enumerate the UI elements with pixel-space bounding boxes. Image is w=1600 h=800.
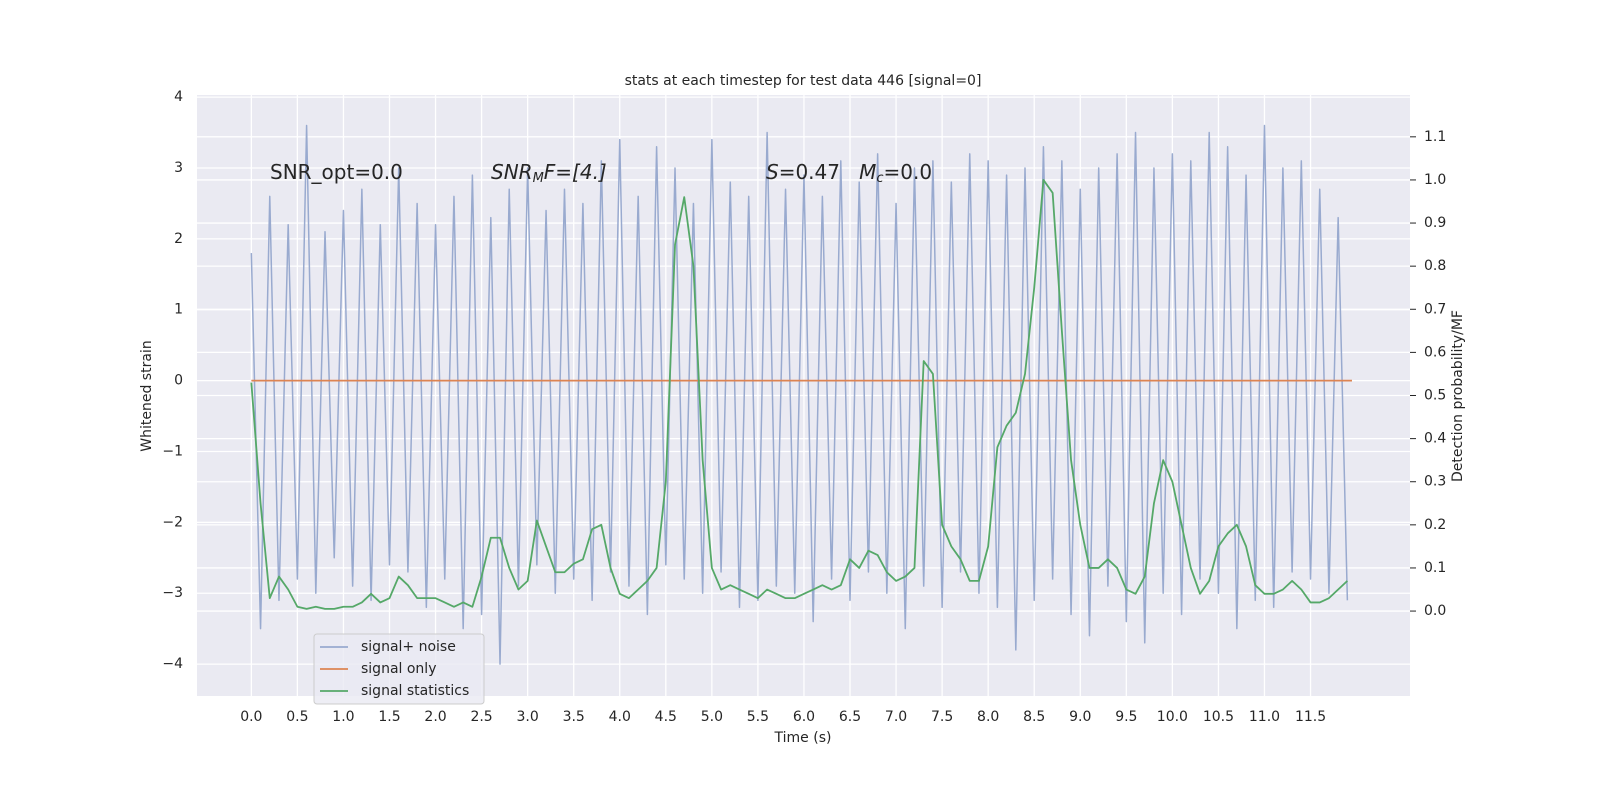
x-tick-label: 10.0	[1157, 709, 1188, 725]
y-axis-label: Whitened strain	[139, 340, 155, 451]
x-tick-label: 0.0	[240, 709, 262, 725]
y2-axis-label: Detection probability/MF	[1450, 310, 1466, 482]
x-tick-label: 3.5	[563, 709, 585, 725]
legend: signal+ noise signal only signal statistic…	[313, 633, 485, 705]
x-tick-label: 4.5	[655, 709, 677, 725]
annotation-text: SNR	[491, 160, 533, 184]
annotation-text: =0.0	[884, 160, 933, 184]
y-tick-label: −3	[162, 585, 183, 601]
y-tick-label: −2	[162, 514, 183, 530]
annotation: SNRMF=[4.]	[491, 160, 607, 186]
x-tick-label: 5.0	[701, 709, 723, 725]
x-tick-label: 7.5	[931, 709, 953, 725]
y2-tick-label: 0.4	[1424, 431, 1446, 447]
x-tick-label: 6.0	[793, 709, 815, 725]
x-axis-label: Time (s)	[774, 730, 832, 746]
annotation-text: M	[859, 160, 876, 184]
x-tick-label: 1.5	[378, 709, 400, 725]
x-tick-label: 4.0	[609, 709, 631, 725]
annotation-subscript: c	[876, 171, 883, 186]
marks	[250, 124, 1352, 665]
annotation-text: F=[4.]	[544, 160, 607, 184]
x-tick-label: 9.5	[1115, 709, 1137, 725]
annotation-text: SNR_opt=0.0	[270, 160, 403, 184]
annotation-subscript: M	[533, 171, 544, 186]
legend-label: signal statistics	[361, 683, 469, 699]
x-tick-label: 8.0	[977, 709, 999, 725]
x-tick-label: 0.5	[286, 709, 308, 725]
y-tick-label: 0	[174, 373, 183, 389]
y2-tick-label: 0.9	[1424, 215, 1446, 231]
annotation-text: =0.47	[779, 160, 859, 184]
legend-label: signal only	[361, 661, 436, 677]
y2-tick-label: 0.8	[1424, 258, 1446, 274]
annotation-text: S	[766, 160, 779, 184]
annotation: SNR_opt=0.0	[270, 160, 403, 184]
x-tick-label: 8.5	[1023, 709, 1045, 725]
y-tick-label: 1	[174, 302, 183, 318]
x-tick-label: 11.0	[1249, 709, 1280, 725]
y2-tick-label: 0.0	[1424, 603, 1446, 619]
series-line	[250, 124, 1349, 665]
x-tick-label: 2.0	[424, 709, 446, 725]
y2-tick-label: 0.7	[1424, 301, 1446, 317]
x-tick-label: 7.0	[885, 709, 907, 725]
x-tick-label: 2.5	[470, 709, 492, 725]
y2-tick-label: 0.2	[1424, 517, 1446, 533]
y-tick-label: −4	[162, 656, 183, 672]
y2-tick-label: 1.1	[1424, 129, 1446, 145]
legend-box	[313, 633, 485, 705]
y2-tick-label: 0.1	[1424, 560, 1446, 576]
y-tick-label: 4	[174, 89, 183, 105]
annotation: S=0.47 Mc=0.0	[766, 160, 932, 186]
legend-label: signal+ noise	[361, 639, 456, 655]
y-tick-label: 3	[174, 160, 183, 176]
x-tick-label: 11.5	[1295, 709, 1326, 725]
y2-tick-label: 0.3	[1424, 474, 1446, 490]
x-tick-label: 6.5	[839, 709, 861, 725]
y-tick-label: 2	[174, 231, 183, 247]
x-tick-label: 5.5	[747, 709, 769, 725]
x-tick-label: 10.5	[1203, 709, 1234, 725]
x-tick-label: 9.0	[1069, 709, 1091, 725]
x-tick-label: 1.0	[332, 709, 354, 725]
y2-tick-label: 1.0	[1424, 172, 1446, 188]
chart-title: stats at each timestep for test data 446…	[625, 73, 982, 89]
x-tick-label: 3.0	[517, 709, 539, 725]
series-line	[250, 179, 1348, 610]
y2-tick-label: 0.5	[1424, 388, 1446, 404]
y2-tick-label: 0.6	[1424, 344, 1446, 360]
y-tick-label: −1	[162, 443, 183, 459]
